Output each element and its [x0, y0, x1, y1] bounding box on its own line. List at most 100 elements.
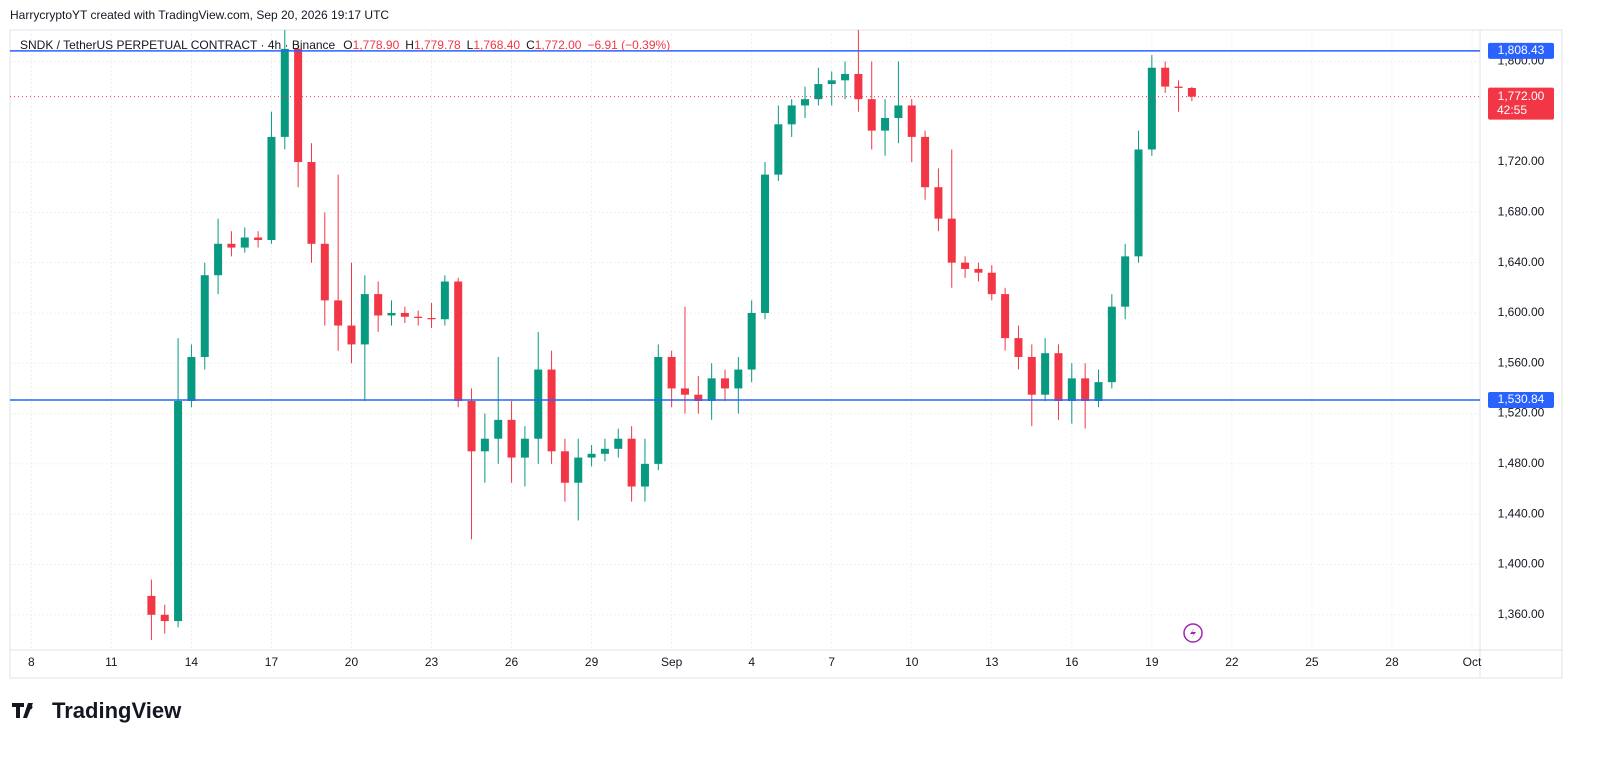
candle-body — [560, 451, 569, 483]
x-tick-label: 14 — [185, 655, 199, 669]
candle-body — [787, 105, 796, 125]
candle-body — [587, 453, 596, 458]
y-tick-label: 1,600.00 — [1498, 305, 1545, 319]
ohlc-key: H — [405, 38, 414, 52]
x-tick-label: 16 — [1065, 655, 1079, 669]
candle-body — [921, 136, 930, 188]
ohlc-key: C — [526, 38, 535, 52]
candle-body — [200, 275, 209, 357]
candle-body — [520, 438, 529, 458]
ohlc-value: 1,778.90 — [353, 38, 400, 52]
x-tick-label: 23 — [425, 655, 439, 669]
candle-body — [761, 174, 770, 313]
x-tick-label: 13 — [985, 655, 999, 669]
candle-body — [507, 419, 516, 458]
y-tick-label: 1,640.00 — [1498, 255, 1545, 269]
x-tick-label: 10 — [905, 655, 919, 669]
x-tick-label: 28 — [1385, 655, 1399, 669]
chart-frame — [9, 29, 1563, 679]
last-price-box — [1488, 87, 1554, 120]
price-label: 1,808.43 — [1498, 43, 1545, 57]
candle-body — [827, 80, 836, 85]
candle-body — [947, 218, 956, 263]
candle-body — [254, 237, 263, 241]
candles — [147, 30, 1196, 640]
candle-body — [614, 438, 623, 449]
ohlc-value: 1,768.40 — [473, 38, 520, 52]
candle-body — [414, 316, 423, 318]
candle-body — [987, 272, 996, 295]
candle-body — [600, 448, 609, 454]
change: −6.91 (−0.39%) — [587, 38, 670, 52]
x-tick-label: 8 — [28, 655, 35, 669]
price-label: 1,530.84 — [1498, 392, 1545, 406]
candle-body — [214, 243, 223, 276]
candle-body — [467, 400, 476, 452]
candle-body — [187, 356, 196, 401]
y-tick-label: 1,440.00 — [1498, 506, 1545, 520]
candle-body — [1187, 87, 1196, 97]
candle-body — [680, 388, 689, 395]
y-tick-label: 1,520.00 — [1498, 406, 1545, 420]
x-tick-label: 17 — [265, 655, 279, 669]
candle-body — [494, 419, 503, 439]
candle-body — [1041, 353, 1050, 395]
candle-body — [534, 369, 543, 439]
candle-body — [627, 438, 636, 487]
candle-body — [640, 463, 649, 487]
x-tick-label: 11 — [105, 655, 118, 669]
last-price-label: 1,772.00 — [1498, 89, 1545, 103]
candle-body — [694, 394, 703, 401]
candle-body — [427, 317, 436, 320]
candle-body — [801, 99, 810, 106]
x-tick-label: 19 — [1145, 655, 1159, 669]
candle-body — [400, 312, 409, 317]
candle-body — [654, 356, 663, 464]
x-tick-label: 7 — [828, 655, 835, 669]
candle-body — [574, 457, 583, 483]
candle-body — [480, 438, 489, 452]
candle-body — [747, 312, 756, 370]
candle-body — [1067, 378, 1076, 401]
countdown: 42:55 — [1497, 103, 1527, 117]
candle-body — [440, 281, 449, 320]
candle-body — [734, 369, 743, 389]
logo — [12, 703, 33, 718]
watermark: HarrycryptoYT created with TradingView.c… — [10, 8, 389, 22]
candle-body — [961, 262, 970, 269]
candle-body — [1121, 256, 1130, 307]
candle-body — [267, 136, 276, 241]
candle-body — [814, 84, 823, 100]
candle-body — [294, 48, 303, 163]
x-tick-label: 29 — [585, 655, 599, 669]
candle-body — [160, 614, 169, 622]
candle-body — [240, 237, 249, 248]
candle-body — [841, 74, 850, 81]
ohlc-key: O — [343, 38, 352, 52]
candle-body — [667, 356, 676, 389]
candle-body — [547, 369, 556, 452]
candle-body — [774, 124, 783, 175]
candle-body — [1094, 382, 1103, 401]
candle-body — [360, 294, 369, 345]
candle-body — [867, 99, 876, 131]
candle-body — [227, 243, 236, 248]
lightning-icon — [1183, 623, 1203, 643]
candle-body — [974, 268, 983, 273]
candle-body — [387, 312, 396, 316]
y-tick-label: 1,560.00 — [1498, 355, 1545, 369]
candle-body — [1054, 353, 1063, 401]
symbol: SNDK / TetherUS PERPETUAL CONTRACT · 4h … — [20, 38, 336, 52]
candle-body — [320, 243, 329, 301]
x-tick-label: 25 — [1305, 655, 1319, 669]
candle-body — [1134, 149, 1143, 257]
candle-body — [1174, 86, 1183, 88]
candle-body — [374, 294, 383, 316]
y-tick-label: 1,360.00 — [1498, 607, 1545, 621]
y-tick-label: 1,400.00 — [1498, 557, 1545, 571]
candle-body — [334, 300, 343, 326]
ohlc-key: L — [467, 38, 474, 52]
candle-body — [1001, 294, 1010, 339]
x-tick-label: 26 — [505, 655, 519, 669]
